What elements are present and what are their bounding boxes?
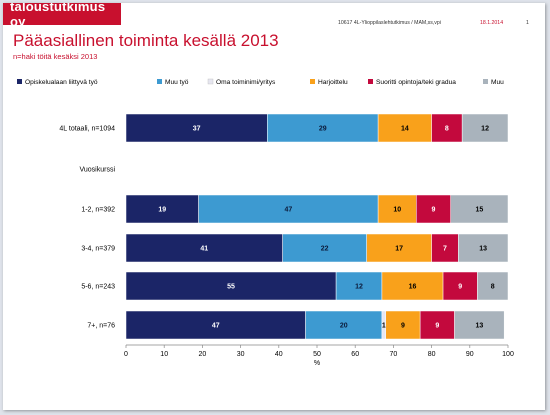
slide-title: Pääasiallinen toiminta kesällä 2013 bbox=[13, 31, 279, 50]
data-label: 29 bbox=[319, 126, 327, 133]
bar-segment bbox=[431, 233, 459, 263]
legend-swatch bbox=[483, 79, 488, 84]
category-label: 5-6, n=243 bbox=[81, 284, 115, 291]
data-label: 9 bbox=[432, 207, 436, 214]
data-label: 14 bbox=[401, 126, 409, 133]
logo-text: taloustutkimus oy bbox=[10, 3, 106, 29]
legend-label: Harjoittelu bbox=[318, 79, 348, 86]
data-label: 1 bbox=[382, 323, 386, 330]
legend-label: Suoritti opintoja/teki gradua bbox=[376, 79, 456, 86]
page-number: 1 bbox=[526, 20, 529, 26]
tick-label: 70 bbox=[390, 351, 398, 358]
data-label: 55 bbox=[227, 284, 235, 291]
slide: taloustutkimus oy 10617 4L-Ylioppilasleh… bbox=[3, 3, 545, 410]
data-label: 16 bbox=[409, 284, 417, 291]
bar-segment bbox=[305, 310, 383, 340]
data-label: 9 bbox=[435, 323, 439, 330]
tick-label: 0 bbox=[124, 351, 128, 358]
bar-segment bbox=[125, 233, 283, 263]
project-code: 10617 4L-Ylioppilaslehtutkimus / MAM,ss,… bbox=[338, 20, 441, 26]
tick-label: 90 bbox=[466, 351, 474, 358]
legend-label: Oma toiminimi/yritys bbox=[216, 79, 276, 86]
data-label: 13 bbox=[475, 323, 483, 330]
data-label: 47 bbox=[212, 323, 220, 330]
legend-swatch bbox=[368, 79, 373, 84]
bar-segment bbox=[385, 310, 421, 340]
data-label: 12 bbox=[355, 284, 363, 291]
stacked-bar-chart: Opiskelualaan liittyvä työ Muu työ Oma toi… bbox=[17, 78, 514, 367]
bar-segment bbox=[377, 194, 417, 224]
bar-segment bbox=[282, 233, 367, 263]
logo: taloustutkimus oy bbox=[3, 3, 121, 29]
legend-label: Muu työ bbox=[165, 79, 189, 86]
bar-segment bbox=[477, 271, 509, 301]
tick-label: 100 bbox=[502, 351, 514, 358]
bar-segment bbox=[450, 194, 509, 224]
x-axis: 0 10 20 30 40 50 60 70 80 90 100% bbox=[124, 344, 514, 367]
category-label: 4L totaali, n=1094 bbox=[59, 126, 115, 133]
bar-segment bbox=[442, 271, 478, 301]
bar-segment bbox=[267, 113, 379, 143]
tick-label: 40 bbox=[275, 351, 283, 358]
slide-subtitle: n=haki töitä kesäksi 2013 bbox=[13, 52, 98, 61]
bar-segment bbox=[198, 194, 379, 224]
x-axis-label: % bbox=[314, 360, 320, 367]
chart-legend: Opiskelualaan liittyvä työ Muu työ Oma toi… bbox=[17, 78, 504, 86]
legend-item: Harjoittelu bbox=[310, 79, 348, 86]
bar-segment bbox=[458, 233, 509, 263]
legend-item: Opiskelualaan liittyvä työ bbox=[17, 79, 98, 86]
data-label: 47 bbox=[284, 207, 292, 214]
data-label: 12 bbox=[481, 126, 489, 133]
data-label: 15 bbox=[475, 207, 483, 214]
data-label: 13 bbox=[479, 246, 487, 253]
data-label: 7 bbox=[443, 246, 447, 253]
category-label: 3-4, n=379 bbox=[81, 246, 115, 253]
data-label: 8 bbox=[445, 126, 449, 133]
bar-segment bbox=[419, 310, 455, 340]
data-label: 9 bbox=[401, 323, 405, 330]
legend-label: Opiskelualaan liittyvä työ bbox=[25, 79, 98, 86]
data-label: 17 bbox=[395, 246, 403, 253]
bar-segment bbox=[125, 271, 337, 301]
category-label: 7+, n=76 bbox=[87, 323, 115, 330]
legend-swatch bbox=[207, 78, 214, 85]
tick-label: 10 bbox=[160, 351, 168, 358]
legend-swatch bbox=[17, 79, 22, 84]
bar-segment bbox=[335, 271, 383, 301]
data-label: 10 bbox=[393, 207, 401, 214]
legend-label: Muu bbox=[491, 79, 504, 86]
legend-item: Muu bbox=[483, 79, 504, 86]
data-label: 9 bbox=[458, 284, 462, 291]
data-label: 22 bbox=[321, 246, 329, 253]
bar-segment bbox=[377, 113, 432, 143]
bar-segment bbox=[381, 271, 444, 301]
bar-segment bbox=[125, 310, 306, 340]
data-label: 20 bbox=[340, 323, 348, 330]
category-label: Vuosikurssi bbox=[79, 167, 115, 174]
slide-date: 18.1.2014 bbox=[480, 20, 504, 26]
data-label: 19 bbox=[158, 207, 166, 214]
bar-segment bbox=[461, 113, 509, 143]
data-label: 8 bbox=[491, 284, 495, 291]
data-label: 41 bbox=[200, 246, 208, 253]
tick-label: 50 bbox=[313, 351, 321, 358]
legend-swatch bbox=[157, 79, 162, 84]
bar-segment bbox=[125, 194, 199, 224]
tick-label: 60 bbox=[351, 351, 359, 358]
tick-label: 20 bbox=[199, 351, 207, 358]
legend-item: Oma toiminimi/yritys bbox=[207, 78, 276, 86]
legend-item: Suoritti opintoja/teki gradua bbox=[368, 79, 456, 86]
category-label: 1-2, n=392 bbox=[81, 207, 115, 214]
data-label: 37 bbox=[193, 126, 201, 133]
legend-swatch bbox=[310, 79, 315, 84]
category-labels: 4L totaali, n=1094 Vuosikurssi 1-2, n=392 3… bbox=[59, 126, 115, 330]
tick-label: 30 bbox=[237, 351, 245, 358]
bar-segment bbox=[366, 233, 432, 263]
bar-segment bbox=[454, 310, 505, 340]
legend-item: Muu työ bbox=[157, 79, 189, 86]
tick-label: 80 bbox=[428, 351, 436, 358]
